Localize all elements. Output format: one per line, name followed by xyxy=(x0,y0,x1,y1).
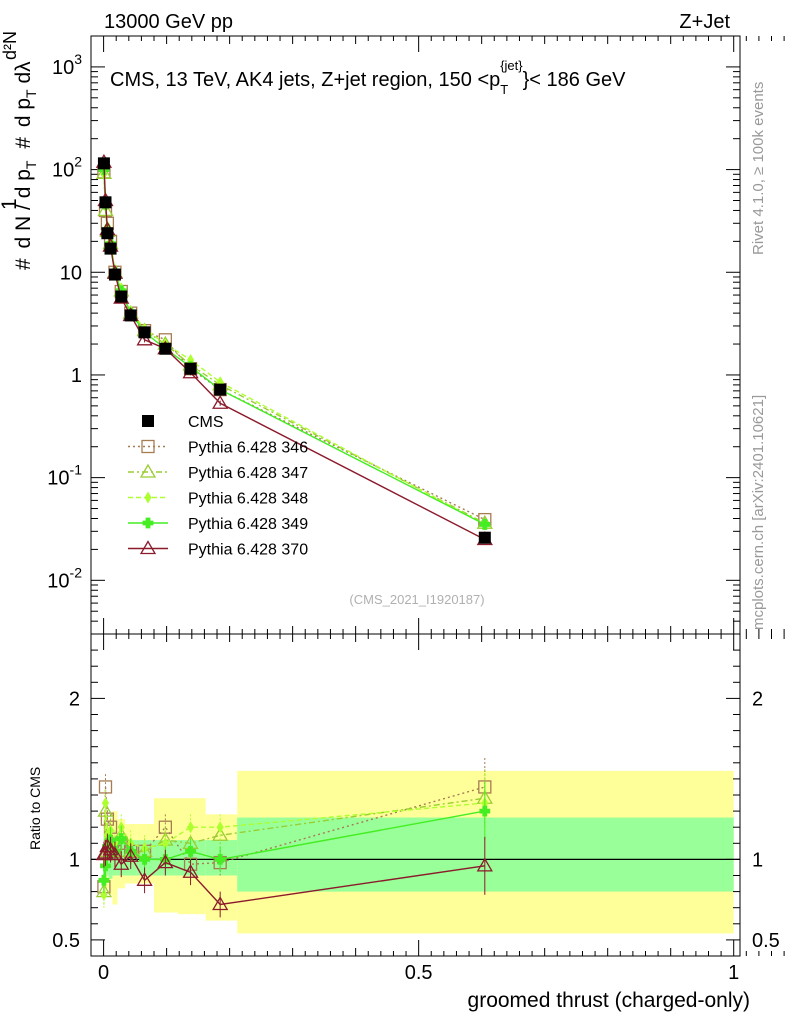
data-point xyxy=(104,242,117,255)
mcplots-tag: mcplots.cern.ch [arXiv:2401.10621] xyxy=(750,395,767,630)
ratio-point xyxy=(212,826,229,841)
main-y-label-numerator: 1 xyxy=(0,198,21,210)
data-point xyxy=(124,309,137,322)
data-point xyxy=(99,196,112,209)
x-tick-label: 1 xyxy=(728,962,739,984)
main-y-axis-label: # d N / d pT # d pT dλ 1 d²N xyxy=(0,31,41,270)
ratio-point xyxy=(216,821,224,834)
ratio-tick-label-left: 0.5 xyxy=(52,930,80,952)
legend-marker xyxy=(142,415,154,427)
ratio-point xyxy=(115,833,127,844)
ratio-tick-label-right: 2 xyxy=(752,688,763,710)
legend-label: Pythia 6.428 347 xyxy=(188,465,308,482)
inner-band xyxy=(237,817,734,892)
plot-title: CMS, 13 TeV, AK4 jets, Z+jet region, 150… xyxy=(110,58,626,97)
ratio-uncertainty-bands xyxy=(103,770,734,934)
legend-label: Pythia 6.428 348 xyxy=(188,491,308,508)
legend-marker xyxy=(139,463,157,478)
x-tick-label: 0.5 xyxy=(405,962,433,984)
y-tick-label: 10-2 xyxy=(47,564,82,592)
data-point xyxy=(101,227,114,240)
ratio-tick-label-left: 1 xyxy=(69,849,80,871)
ratio-point xyxy=(476,857,493,872)
ratio-point xyxy=(98,874,110,886)
ratio-point xyxy=(186,821,195,834)
legend-marker xyxy=(144,491,152,504)
legend-label: Pythia 6.428 370 xyxy=(188,542,308,559)
ratio-point xyxy=(139,854,150,865)
legend-marker xyxy=(142,517,154,529)
legend-label: Pythia 6.428 346 xyxy=(188,440,308,457)
y-tick-label: 1 xyxy=(71,365,82,387)
y-tick-label: 103 xyxy=(52,51,82,79)
main-axis-ticks: 10-2 10-1 1 10 102 103 xyxy=(47,35,785,635)
x-axis-label: groomed thrust (charged-only) xyxy=(468,989,750,1012)
data-point xyxy=(115,290,128,303)
y-tick-label: 10 xyxy=(60,262,82,284)
ratio-point xyxy=(182,863,199,878)
analysis-tag: (CMS_2021_I1920187) xyxy=(349,592,484,607)
rivet-tag: Rivet 4.1.0, ≥ 100k events xyxy=(750,82,767,255)
data-point xyxy=(212,394,229,409)
ratio-point xyxy=(157,854,174,869)
legend-marker xyxy=(139,540,157,555)
svg-text:# d N / d pT #: # d N / d pT # d pT dλ xyxy=(12,61,41,270)
data-point xyxy=(478,531,491,544)
data-point xyxy=(136,331,153,346)
ratio-point xyxy=(185,845,196,857)
ratio-point xyxy=(113,855,130,870)
rivet-tag-group: Rivet 4.1.0, ≥ 100k events xyxy=(750,82,767,255)
energy-label: 13000 GeV pp xyxy=(104,11,233,33)
ratio-point xyxy=(136,872,153,886)
legend-label: CMS xyxy=(188,414,224,431)
ratio-tick-label-left: 2 xyxy=(69,688,80,710)
ratio-point xyxy=(214,854,226,865)
ratio-point xyxy=(101,797,110,810)
data-point xyxy=(97,202,114,217)
x-tick-label: 0 xyxy=(98,962,109,984)
ratio-point xyxy=(98,780,113,794)
legend-marker xyxy=(141,439,155,454)
data-point xyxy=(97,157,110,170)
ratio-tick-label-right: 1 xyxy=(752,849,763,871)
ratio-point xyxy=(106,846,124,861)
ratio-plot-marks xyxy=(95,757,493,918)
ratio-y-axis-label-group: Ratio to CMS xyxy=(27,767,43,850)
data-point xyxy=(214,383,227,396)
x-tick-labels: 0 0.5 1 xyxy=(98,962,739,984)
data-point xyxy=(159,342,172,355)
main-plot-marks xyxy=(95,153,493,546)
data-point xyxy=(108,268,121,281)
ratio-y-axis-label: Ratio to CMS xyxy=(27,767,43,850)
ratio-point xyxy=(212,896,229,911)
y-tick-label: 10-1 xyxy=(47,462,82,490)
y-tick-label: 102 xyxy=(52,154,82,182)
ratio-tick-label-right: 0.5 xyxy=(752,930,780,952)
ratio-axis-ticks: 0.5 0.5 1 1 2 2 xyxy=(52,634,785,956)
process-label: Z+Jet xyxy=(679,11,730,33)
ratio-point xyxy=(97,802,114,817)
ratio-point xyxy=(100,888,108,901)
data-point xyxy=(138,326,151,339)
ratio-point xyxy=(122,847,139,862)
data-point xyxy=(479,519,491,530)
ratio-line-2 xyxy=(103,802,485,895)
ratio-point xyxy=(479,805,491,817)
data-point xyxy=(184,362,197,375)
mcplots-tag-group: mcplots.cern.ch [arXiv:2401.10621] xyxy=(750,395,767,630)
legend: CMS Pythia 6.428 346 Pythia 6.428 347 Pythi… xyxy=(128,414,308,559)
main-y-label-numerator-2: d²N xyxy=(0,31,20,60)
legend-label: Pythia 6.428 349 xyxy=(188,516,308,533)
